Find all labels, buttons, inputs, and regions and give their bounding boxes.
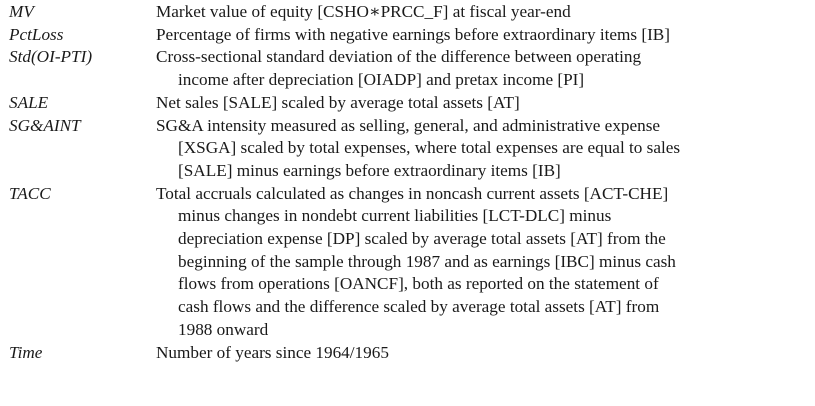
definition-row-std-oi-pti: Std(OI-PTI) Cross-sectional standard dev… (0, 46, 815, 91)
variable-definition: Net sales [SALE] scaled by average total… (156, 92, 806, 115)
definition-line: Market value of equity [CSHO∗PRCC_F] at … (156, 2, 571, 21)
definition-line: Cross-sectional standard deviation of th… (156, 47, 642, 67)
definition-row-mv: MV Market value of equity [CSHO∗PRCC_F] … (0, 1, 815, 24)
variable-definition: Number of years since 1964/1965 (156, 342, 806, 365)
variable-name: PctLoss (9, 24, 64, 44)
variable-name: Time (9, 342, 43, 362)
definition-row-sale: SALE Net sales [SALE] scaled by average … (0, 92, 815, 115)
variable-definition: SG&A intensity measured as selling, gene… (156, 115, 806, 183)
definition-line: cash flows and the difference scaled by … (178, 297, 660, 317)
definition-line: beginning of the sample through 1987 and… (178, 251, 676, 271)
definition-line: flows from operations [OANCF], both as r… (178, 274, 659, 294)
definition-line: [SALE] minus earnings before extraordina… (178, 160, 561, 180)
definition-line: Total accruals calculated as changes in … (156, 183, 669, 203)
variable-definition: Percentage of firms with negative earnin… (156, 24, 806, 47)
definition-line: [XSGA] scaled by total expenses, where t… (178, 138, 681, 158)
variable-definition: Cross-sectional standard deviation of th… (156, 46, 806, 91)
variable-definition: Total accruals calculated as changes in … (156, 183, 806, 342)
variable-definition: Market value of equity [CSHO∗PRCC_F] at … (156, 1, 806, 24)
definition-line: Number of years since 1964/1965 (156, 342, 389, 362)
definition-line: minus changes in nondebt current liabili… (178, 206, 612, 226)
variable-name: SG&AINT (9, 115, 81, 135)
definition-line: income after depreciation [OIADP] and pr… (178, 70, 585, 90)
definition-row-tacc: TACC Total accruals calculated as change… (0, 183, 815, 342)
definition-row-pctloss: PctLoss Percentage of firms with negativ… (0, 24, 815, 47)
definition-line: SG&A intensity measured as selling, gene… (156, 115, 661, 135)
variable-name: MV (9, 2, 34, 21)
definition-row-sgaint: SG&AINT SG&A intensity measured as selli… (0, 115, 815, 183)
variable-name: SALE (9, 92, 49, 112)
variable-name: Std(OI-PTI) (9, 47, 93, 67)
definition-line: 1988 onward (178, 319, 269, 339)
definition-row-time: Time Number of years since 1964/1965 (0, 342, 815, 365)
definition-line: depreciation expense [DP] scaled by aver… (178, 229, 666, 249)
definition-line: Net sales [SALE] scaled by average total… (156, 92, 520, 112)
definition-line: Percentage of firms with negative earnin… (156, 24, 670, 44)
variable-name: TACC (9, 183, 51, 203)
